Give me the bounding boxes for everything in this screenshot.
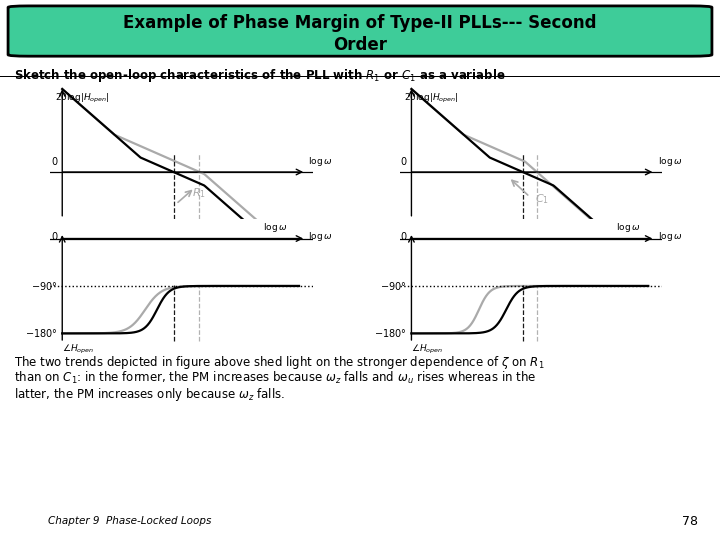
- Text: Sketch the open-loop characteristics of the PLL with $R_1$ or $C_1$ as a variabl: Sketch the open-loop characteristics of …: [14, 68, 506, 84]
- Text: 0: 0: [51, 232, 58, 242]
- FancyBboxPatch shape: [8, 6, 712, 56]
- Text: $\angle H_{open}$: $\angle H_{open}$: [62, 343, 94, 356]
- Text: $-90°$: $-90°$: [31, 280, 58, 292]
- Text: $\log\omega$: $\log\omega$: [308, 231, 333, 244]
- Text: Example of Phase Margin of Type-II PLLs--- Second: Example of Phase Margin of Type-II PLLs-…: [123, 15, 597, 32]
- Text: $\log\omega$: $\log\omega$: [616, 221, 640, 234]
- Text: $20\log|H_{open}|$: $20\log|H_{open}|$: [55, 92, 110, 105]
- Text: $-90°$: $-90°$: [380, 280, 407, 292]
- Text: Order: Order: [333, 36, 387, 55]
- Text: $\log\omega$: $\log\omega$: [657, 155, 682, 168]
- Text: The two trends depicted in figure above shed light on the stronger dependence of: The two trends depicted in figure above …: [14, 354, 545, 370]
- Text: $C_1$: $C_1$: [534, 192, 549, 206]
- Text: $-180°$: $-180°$: [374, 327, 407, 340]
- Text: $20\log|H_{open}|$: $20\log|H_{open}|$: [405, 92, 459, 105]
- Text: $\angle H_{open}$: $\angle H_{open}$: [411, 343, 444, 356]
- Text: $-180°$: $-180°$: [25, 327, 58, 340]
- Text: latter, the PM increases only because $\omega_z$ falls.: latter, the PM increases only because $\…: [14, 386, 285, 403]
- Text: 0: 0: [400, 157, 407, 167]
- Text: $\log\omega$: $\log\omega$: [308, 155, 333, 168]
- Text: $\log\omega$: $\log\omega$: [657, 231, 682, 244]
- Text: than on $C_1$: in the former, the PM increases because $\omega_z$ falls and $\om: than on $C_1$: in the former, the PM inc…: [14, 370, 536, 386]
- Text: $R_1$: $R_1$: [192, 186, 207, 200]
- Text: 0: 0: [51, 157, 58, 167]
- Text: 0: 0: [400, 232, 407, 242]
- Text: $\log\omega$: $\log\omega$: [263, 221, 287, 234]
- Text: 78: 78: [683, 515, 698, 528]
- Text: Chapter 9  Phase-Locked Loops: Chapter 9 Phase-Locked Loops: [48, 516, 211, 526]
